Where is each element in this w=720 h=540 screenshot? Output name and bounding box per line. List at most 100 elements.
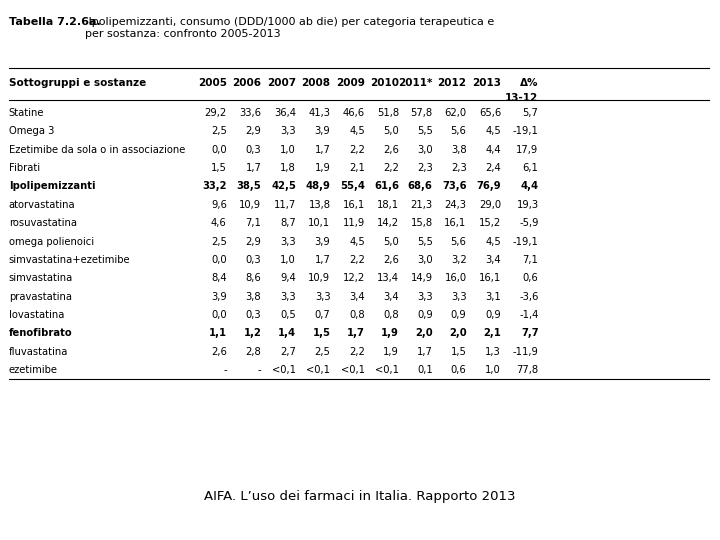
Text: 10,1: 10,1 [308,218,330,228]
Text: 2,2: 2,2 [383,163,399,173]
Text: 1,0: 1,0 [485,365,501,375]
Text: 4,4: 4,4 [521,181,539,192]
Text: 15,8: 15,8 [410,218,433,228]
Text: 57,8: 57,8 [410,108,433,118]
Text: -19,1: -19,1 [513,237,539,247]
Text: 2,6: 2,6 [211,347,227,357]
Text: 3,0: 3,0 [417,145,433,155]
Text: 2,4: 2,4 [485,163,501,173]
Text: 7,1: 7,1 [246,218,261,228]
Text: 33,6: 33,6 [239,108,261,118]
Text: 7,1: 7,1 [523,255,539,265]
Text: 16,0: 16,0 [444,273,467,284]
Text: -1,4: -1,4 [519,310,539,320]
Text: 3,9: 3,9 [211,292,227,302]
Text: 3,9: 3,9 [315,126,330,137]
Text: 12,2: 12,2 [343,273,365,284]
Text: 5,5: 5,5 [417,126,433,137]
Text: 1,2: 1,2 [243,328,261,339]
Text: 2,0: 2,0 [449,328,467,339]
Text: 1,3: 1,3 [485,347,501,357]
Text: 8,7: 8,7 [280,218,296,228]
Text: 2,0: 2,0 [415,328,433,339]
Text: simvastatina: simvastatina [9,273,73,284]
Text: 13-12: 13-12 [505,93,539,103]
Text: 0,9: 0,9 [417,310,433,320]
Text: 3,3: 3,3 [280,126,296,137]
Text: 4,4: 4,4 [485,145,501,155]
Text: 2,7: 2,7 [280,347,296,357]
Text: <0,1: <0,1 [375,365,399,375]
Text: 3,2: 3,2 [451,255,467,265]
Text: 65,6: 65,6 [479,108,501,118]
Text: 0,9: 0,9 [451,310,467,320]
Text: Δ%: Δ% [520,78,539,89]
Text: 0,3: 0,3 [246,255,261,265]
Text: AIFA. L’uso dei farmaci in Italia. Rapporto 2013: AIFA. L’uso dei farmaci in Italia. Rappo… [204,490,516,503]
Text: <0,1: <0,1 [341,365,365,375]
Text: 2,3: 2,3 [417,163,433,173]
Text: 14,9: 14,9 [410,273,433,284]
Text: 2,1: 2,1 [483,328,501,339]
Text: 3,3: 3,3 [280,237,296,247]
Text: 1,9: 1,9 [315,163,330,173]
Text: 33,2: 33,2 [202,181,227,192]
Text: 5,5: 5,5 [417,237,433,247]
Text: 2009: 2009 [336,78,365,89]
Text: 2,9: 2,9 [246,126,261,137]
Text: 73,6: 73,6 [442,181,467,192]
Text: 1,7: 1,7 [315,255,330,265]
Text: 0,0: 0,0 [211,310,227,320]
Text: 1,5: 1,5 [312,328,330,339]
Text: 2,5: 2,5 [211,126,227,137]
Text: -: - [258,365,261,375]
Text: 3,1: 3,1 [485,292,501,302]
Text: 3,3: 3,3 [315,292,330,302]
Text: 2008: 2008 [302,78,330,89]
Text: 0,7: 0,7 [315,310,330,320]
Text: 1,0: 1,0 [280,255,296,265]
Text: 15,2: 15,2 [479,218,501,228]
Text: 0,0: 0,0 [211,255,227,265]
Text: 51,8: 51,8 [377,108,399,118]
Text: 16,1: 16,1 [343,200,365,210]
Text: 2011*: 2011* [398,78,433,89]
Text: 24,3: 24,3 [444,200,467,210]
Text: 3,4: 3,4 [349,292,365,302]
Text: 38,5: 38,5 [237,181,261,192]
Text: fluvastatina: fluvastatina [9,347,68,357]
Text: 2,8: 2,8 [246,347,261,357]
Text: 0,3: 0,3 [246,145,261,155]
Text: 2,6: 2,6 [383,145,399,155]
Text: 2012: 2012 [438,78,467,89]
Text: Tabella 7.2.6a.: Tabella 7.2.6a. [9,17,100,28]
Text: 4,5: 4,5 [349,237,365,247]
Text: 2006: 2006 [233,78,261,89]
Text: fenofibrato: fenofibrato [9,328,72,339]
Text: 5,6: 5,6 [451,237,467,247]
Text: 5,7: 5,7 [523,108,539,118]
Text: 42,5: 42,5 [271,181,296,192]
Text: 9,4: 9,4 [280,273,296,284]
Text: 77,8: 77,8 [516,365,539,375]
Text: omega polienoici: omega polienoici [9,237,94,247]
Text: 10,9: 10,9 [239,200,261,210]
Text: Ezetimibe da sola o in associazione: Ezetimibe da sola o in associazione [9,145,185,155]
Text: 0,6: 0,6 [451,365,467,375]
Text: 4,5: 4,5 [485,126,501,137]
Text: atorvastatina: atorvastatina [9,200,76,210]
Text: 3,3: 3,3 [280,292,296,302]
Text: ezetimibe: ezetimibe [9,365,58,375]
Text: 3,3: 3,3 [417,292,433,302]
Text: 1,7: 1,7 [315,145,330,155]
Text: Ipolipemizzanti: Ipolipemizzanti [9,181,95,192]
Text: 19,3: 19,3 [516,200,539,210]
Text: 11,7: 11,7 [274,200,296,210]
Text: 6,1: 6,1 [523,163,539,173]
Text: 2007: 2007 [267,78,296,89]
Text: 2013: 2013 [472,78,501,89]
Text: 1,7: 1,7 [246,163,261,173]
Text: Fibrati: Fibrati [9,163,40,173]
Text: 17,9: 17,9 [516,145,539,155]
Text: 2005: 2005 [198,78,227,89]
